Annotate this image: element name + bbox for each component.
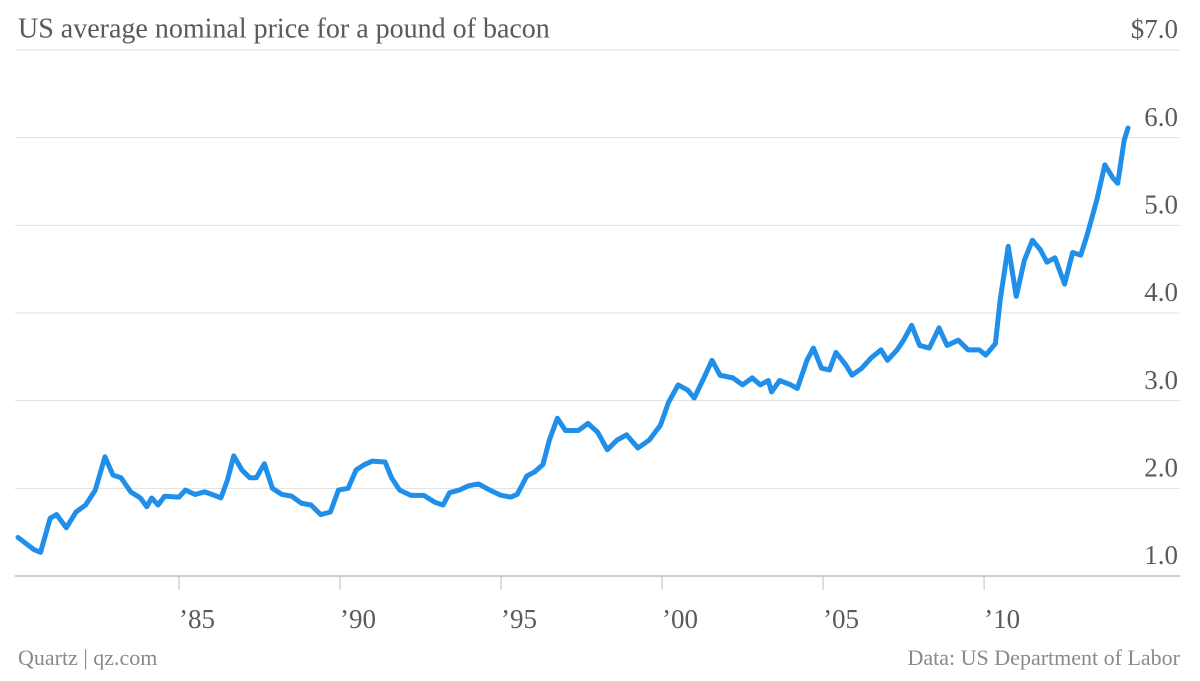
y-tick-label: 4.0 bbox=[1144, 277, 1178, 307]
source-left: Quartz | qz.com bbox=[18, 645, 157, 670]
x-tick-label: ’00 bbox=[662, 604, 698, 634]
y-tick-label: 2.0 bbox=[1144, 453, 1178, 483]
data-line bbox=[15, 125, 1131, 555]
y-tick-label: 5.0 bbox=[1144, 190, 1178, 220]
y-tick-label: 1.0 bbox=[1144, 540, 1178, 570]
x-tick-label: ’95 bbox=[501, 604, 537, 634]
y-tick-label: $7.0 bbox=[1131, 14, 1178, 44]
chart-title: US average nominal price for a pound of … bbox=[18, 13, 550, 44]
y-tick-label: 6.0 bbox=[1144, 102, 1178, 132]
x-tick-label: ’85 bbox=[179, 604, 215, 634]
x-tick-label: ’90 bbox=[340, 604, 376, 634]
x-tick-label: ’10 bbox=[984, 604, 1020, 634]
source-right: Data: US Department of Labor bbox=[908, 645, 1181, 670]
y-tick-label: 3.0 bbox=[1144, 365, 1178, 395]
x-tick-label: ’05 bbox=[823, 604, 859, 634]
